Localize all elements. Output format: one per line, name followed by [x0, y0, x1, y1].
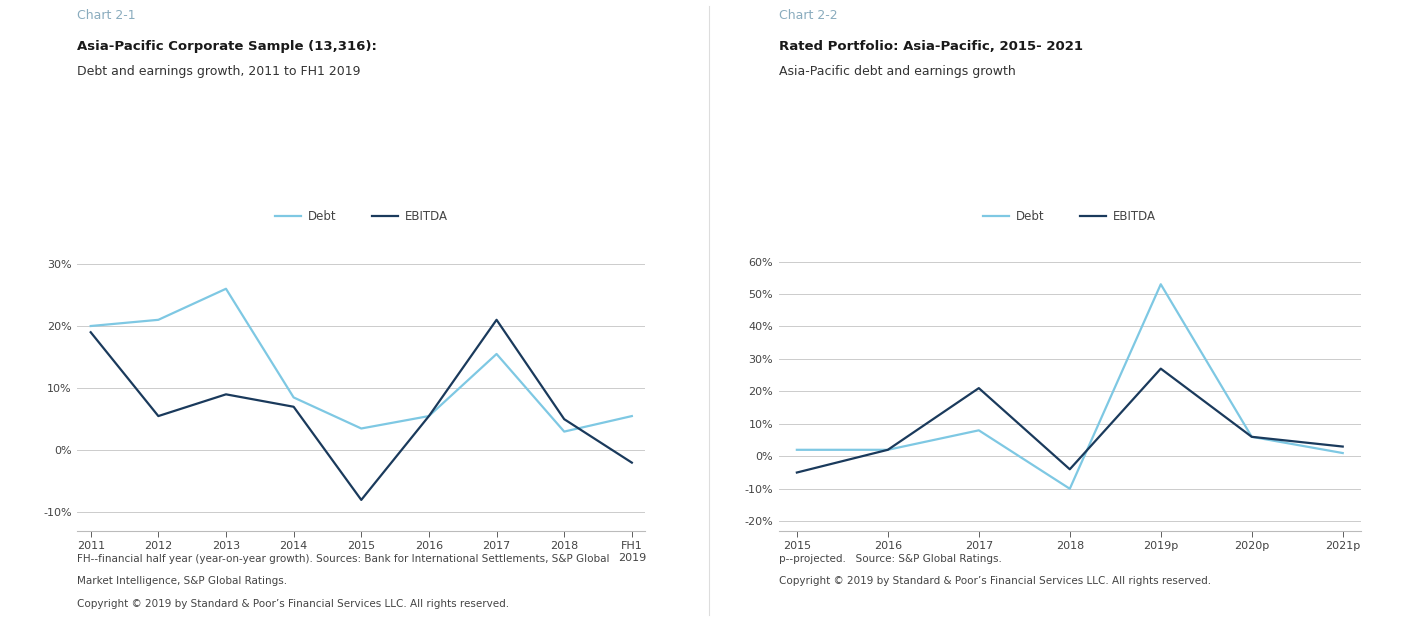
Text: FH--financial half year (year-on-year growth). Sources: Bank for International S: FH--financial half year (year-on-year gr…: [77, 554, 610, 564]
Text: p--projected.   Source: S&P Global Ratings.: p--projected. Source: S&P Global Ratings…: [779, 554, 1002, 564]
Legend: Debt, EBITDA: Debt, EBITDA: [978, 206, 1162, 228]
Text: Chart 2-1: Chart 2-1: [77, 9, 136, 22]
Text: Copyright © 2019 by Standard & Poor’s Financial Services LLC. All rights reserve: Copyright © 2019 by Standard & Poor’s Fi…: [779, 576, 1211, 586]
Text: Market Intelligence, S&P Global Ratings.: Market Intelligence, S&P Global Ratings.: [77, 576, 288, 586]
Text: Chart 2-2: Chart 2-2: [779, 9, 838, 22]
Text: Debt and earnings growth, 2011 to FH1 2019: Debt and earnings growth, 2011 to FH1 20…: [77, 65, 361, 78]
Text: Asia-Pacific debt and earnings growth: Asia-Pacific debt and earnings growth: [779, 65, 1016, 78]
Text: Copyright © 2019 by Standard & Poor’s Financial Services LLC. All rights reserve: Copyright © 2019 by Standard & Poor’s Fi…: [77, 599, 509, 609]
Text: Asia-Pacific Corporate Sample (13,316):: Asia-Pacific Corporate Sample (13,316):: [77, 40, 377, 53]
Text: Rated Portfolio: Asia-Pacific, 2015- 2021: Rated Portfolio: Asia-Pacific, 2015- 202…: [779, 40, 1083, 53]
Legend: Debt, EBITDA: Debt, EBITDA: [269, 206, 453, 228]
